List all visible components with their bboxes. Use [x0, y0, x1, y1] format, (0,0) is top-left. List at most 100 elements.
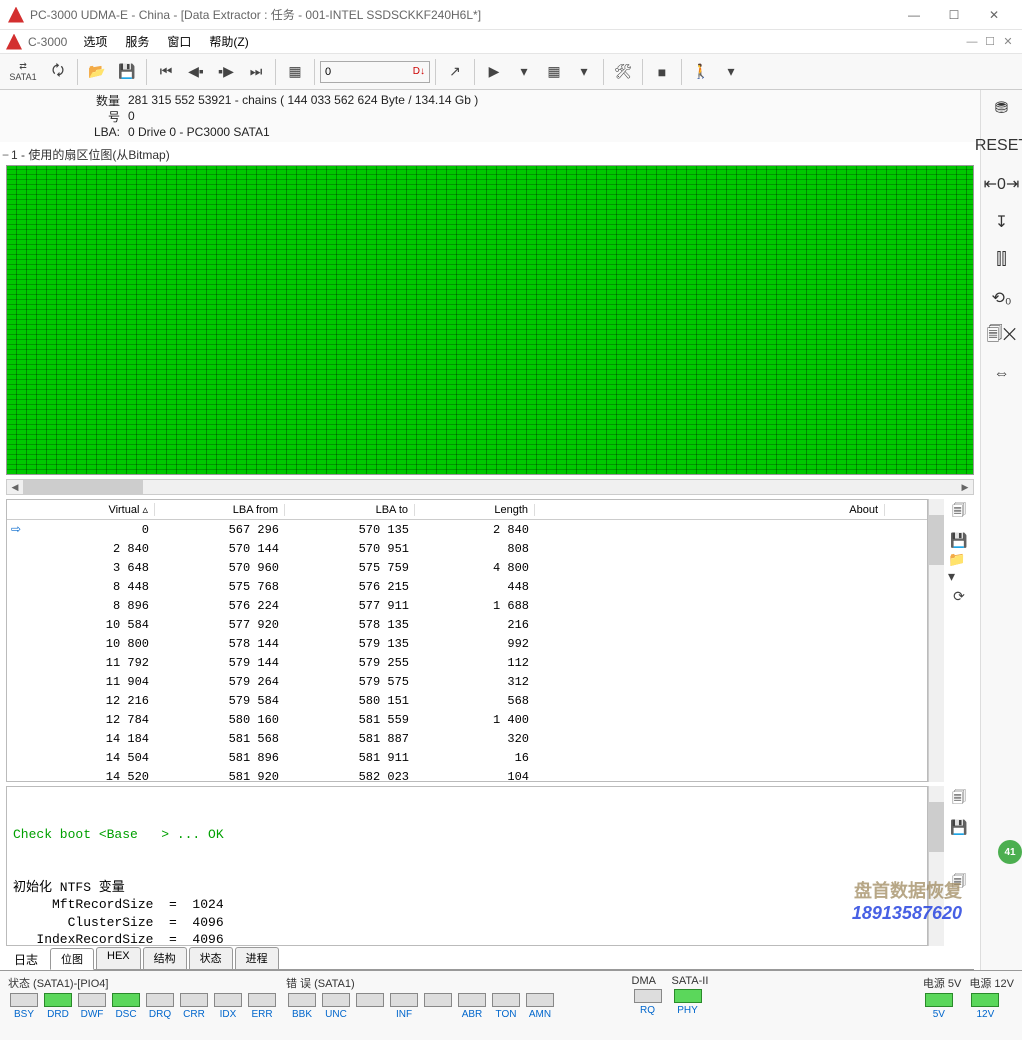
map-dropdown-icon[interactable]: ▾: [570, 58, 598, 86]
scroll-left-icon[interactable]: ◀: [7, 480, 23, 494]
status-led-label: UNC: [325, 1009, 347, 1020]
open-icon[interactable]: 📂: [83, 58, 111, 86]
right-tool-button[interactable]: ⟲₀: [986, 284, 1018, 312]
menu-window[interactable]: 窗口: [159, 31, 199, 52]
log-vscrollbar[interactable]: [928, 786, 944, 946]
exit-icon[interactable]: 🚶: [687, 58, 715, 86]
status-led: [248, 993, 276, 1007]
bitmap-hscrollbar[interactable]: ◀ ▶: [6, 479, 974, 495]
maximize-button[interactable]: ☐: [934, 0, 974, 30]
right-tool-button[interactable]: ⛃: [986, 94, 1018, 122]
log-line-ok: Check boot <Base > ... OK: [13, 826, 921, 844]
mdi-minimize[interactable]: —: [964, 34, 980, 50]
status-led-label: INF: [396, 1009, 412, 1020]
right-tool-button[interactable]: RESET: [986, 132, 1018, 160]
refresh-icon[interactable]: 🗘: [44, 58, 72, 86]
right-tool-button[interactable]: ⇤0⇥: [986, 170, 1018, 198]
table-cell: 11 792: [25, 656, 155, 670]
play-dropdown-icon[interactable]: ▾: [510, 58, 538, 86]
address-input[interactable]: 0D↓: [320, 61, 430, 83]
menu-services[interactable]: 服务: [117, 31, 157, 52]
tab-位图[interactable]: 位图: [50, 948, 94, 970]
table-row[interactable]: 11 904579 264579 575312: [7, 672, 927, 691]
tab-进程[interactable]: 进程: [235, 947, 279, 969]
table-row[interactable]: 10 800578 144579 135992: [7, 634, 927, 653]
table-vscrollbar[interactable]: [928, 499, 944, 782]
right-tool-button[interactable]: ⫿⫿: [986, 246, 1018, 274]
log-side-button[interactable]: [948, 844, 970, 866]
prev-icon[interactable]: ◀▪: [182, 58, 210, 86]
tab-HEX[interactable]: HEX: [96, 947, 141, 969]
status-led: [322, 993, 350, 1007]
menu-options[interactable]: 选项: [75, 31, 115, 52]
table-row[interactable]: 2 840570 144570 951808: [7, 539, 927, 558]
menubar: C-3000 选项 服务 窗口 帮助(Z) — ☐ ✕: [0, 30, 1022, 54]
status-led: [526, 993, 554, 1007]
close-button[interactable]: ✕: [974, 0, 1014, 30]
map-icon[interactable]: ▦: [540, 58, 568, 86]
table-row[interactable]: 8 896576 224577 9111 688: [7, 596, 927, 615]
first-icon[interactable]: ⏮: [152, 58, 180, 86]
info-value-lba: 0 Drive 0 - PC3000 SATA1: [128, 125, 972, 139]
log-side-button[interactable]: 🗐: [948, 788, 970, 810]
table-row[interactable]: 10 584577 920578 135216: [7, 615, 927, 634]
table-header: Virtual ▵LBA fromLBA toLengthAbout: [7, 500, 927, 520]
table-cell: 4 800: [415, 561, 535, 575]
play-icon[interactable]: ▶: [480, 58, 508, 86]
right-tool-button[interactable]: 🗐✕: [986, 322, 1018, 350]
table-cell: 10 800: [25, 637, 155, 651]
exit-dropdown-icon[interactable]: ▾: [717, 58, 745, 86]
minimize-button[interactable]: —: [894, 0, 934, 30]
table-row[interactable]: 8 448575 768576 215448: [7, 577, 927, 596]
right-toolbar: ⛃ RESET ⇤0⇥ ↧ ⫿⫿ ⟲₀ 🗐✕ ⇔: [980, 90, 1022, 970]
last-icon[interactable]: ⏭: [242, 58, 270, 86]
table-row[interactable]: 14 504581 896581 91116: [7, 748, 927, 767]
info-value-count: 281 315 552 53921 - chains ( 144 033 562…: [128, 93, 972, 107]
log-side-button[interactable]: 💾: [948, 816, 970, 838]
table-side-button[interactable]: 📁▾: [948, 557, 970, 579]
table-cell: 1 400: [415, 713, 535, 727]
table-row[interactable]: 14 184581 568581 887320: [7, 729, 927, 748]
table-cell: 320: [415, 732, 535, 746]
table-row[interactable]: 3 648570 960575 7594 800: [7, 558, 927, 577]
column-header[interactable]: About: [535, 504, 885, 516]
table-cell: 570 960: [155, 561, 285, 575]
table-cell: 579 575: [285, 675, 415, 689]
scroll-thumb[interactable]: [23, 480, 143, 494]
tab-结构[interactable]: 结构: [143, 947, 187, 969]
table-row[interactable]: 11 792579 144579 255112: [7, 653, 927, 672]
stop-icon[interactable]: ■: [648, 58, 676, 86]
column-header[interactable]: LBA from: [155, 504, 285, 516]
save-icon[interactable]: 💾: [113, 58, 141, 86]
table-side-button[interactable]: 💾: [948, 529, 970, 551]
column-header[interactable]: LBA to: [285, 504, 415, 516]
right-tool-button[interactable]: ⇔: [986, 360, 1018, 388]
sector-bitmap[interactable]: [6, 165, 974, 475]
column-header[interactable]: Length: [415, 504, 535, 516]
menu-help[interactable]: 帮助(Z): [201, 31, 256, 52]
scroll-right-icon[interactable]: ▶: [957, 480, 973, 494]
table-side-button[interactable]: ⟳: [948, 585, 970, 607]
mdi-close[interactable]: ✕: [1000, 34, 1016, 50]
next-icon[interactable]: ▪▶: [212, 58, 240, 86]
table-cell: 12 784: [25, 713, 155, 727]
status-led-label: ERR: [251, 1009, 272, 1020]
table-cell: 10 584: [25, 618, 155, 632]
status-led: [78, 993, 106, 1007]
table-side-button[interactable]: 🗐: [948, 501, 970, 523]
right-tool-button[interactable]: ↧: [986, 208, 1018, 236]
export-icon[interactable]: ↗: [441, 58, 469, 86]
table-cell: 575 759: [285, 561, 415, 575]
table-row[interactable]: 12 784580 160581 5591 400: [7, 710, 927, 729]
mdi-restore[interactable]: ☐: [982, 34, 998, 50]
table-row[interactable]: 12 216579 584580 151568: [7, 691, 927, 710]
grid-icon[interactable]: ▦: [281, 58, 309, 86]
table-row[interactable]: 14 520581 920582 023104: [7, 767, 927, 781]
table-cell: 579 584: [155, 694, 285, 708]
log-side-button[interactable]: 🗐: [948, 872, 970, 894]
sata-port-button[interactable]: ⇄SATA1: [4, 58, 42, 86]
column-header[interactable]: Virtual ▵: [25, 503, 155, 516]
tools-icon[interactable]: 🛠: [609, 58, 637, 86]
table-row[interactable]: ⇨0567 296570 1352 840: [7, 520, 927, 539]
tab-状态[interactable]: 状态: [189, 947, 233, 969]
